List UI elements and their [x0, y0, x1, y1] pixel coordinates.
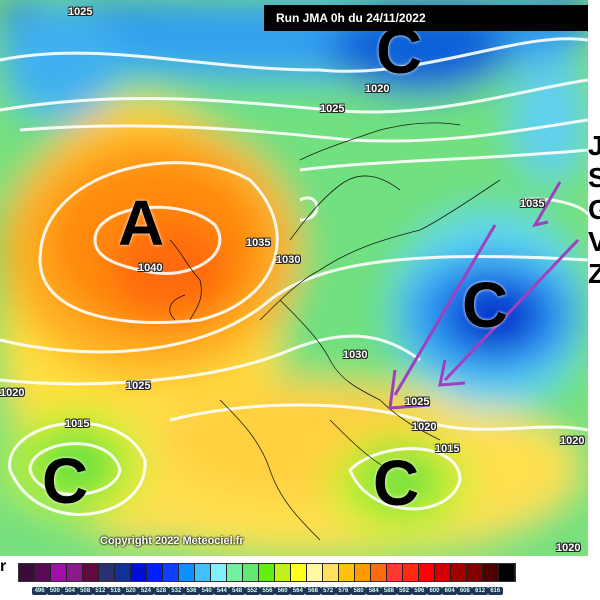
- side-letter: V: [588, 226, 600, 257]
- legend-tick: 576: [335, 587, 351, 595]
- legend-swatch: [67, 564, 83, 581]
- legend-unit-letter: r: [0, 558, 7, 575]
- color-scale-legend: [18, 563, 516, 582]
- side-letter: Z: [588, 258, 600, 289]
- legend-swatch: [403, 564, 419, 581]
- isobar-label: 1020: [0, 387, 25, 399]
- weather-map: A C C C C 1040 1025 1025 1020 1035 1030 …: [0, 0, 588, 556]
- legend-tick: 500: [47, 587, 63, 595]
- isobar-label: 1035: [520, 198, 545, 210]
- isobar-label: 1030: [343, 349, 368, 361]
- pressure-value: 1040: [138, 262, 163, 274]
- legend-tick: 580: [350, 587, 367, 595]
- legend-tick: 548: [229, 587, 245, 595]
- legend-swatch: [451, 564, 467, 581]
- legend-tick: 604: [442, 587, 458, 595]
- legend-tick: 516: [107, 587, 124, 595]
- legend-tick: 596: [411, 587, 427, 595]
- legend-swatch: [387, 564, 403, 581]
- legend-swatch: [227, 564, 243, 581]
- geopotential-field: [0, 0, 588, 556]
- legend-swatch: [307, 564, 323, 581]
- legend-swatch: [419, 564, 435, 581]
- low-pressure-center: C: [42, 445, 89, 517]
- legend-tick: 532: [168, 587, 184, 595]
- legend-swatch: [211, 564, 227, 581]
- legend-tick: 524: [138, 587, 154, 595]
- coastlines: [169, 122, 501, 541]
- cropped-side-text: J S G V Z: [588, 130, 600, 290]
- legend-tick: 584: [366, 587, 382, 595]
- side-letter: G: [588, 194, 600, 225]
- legend-tick: 600: [426, 587, 443, 595]
- copyright-text: Copyright 2022 Meteociel.fr: [100, 535, 244, 547]
- legend-tick: 540: [199, 587, 215, 595]
- run-info-banner: Run JMA 0h du 24/11/2022: [264, 5, 588, 31]
- isobars: [0, 37, 588, 516]
- legend-tick: 612: [472, 587, 488, 595]
- legend-swatch: [19, 564, 35, 581]
- isobar-label: 1025: [320, 103, 345, 115]
- isobar-label: 1035: [246, 237, 271, 249]
- legend-swatch: [275, 564, 291, 581]
- legend-tick: 616: [487, 587, 503, 595]
- legend-swatch: [163, 564, 179, 581]
- isobar-label: 1025: [405, 396, 430, 408]
- legend-swatch: [243, 564, 259, 581]
- isobar-label: 1020: [365, 83, 390, 95]
- legend-tick: 504: [62, 587, 78, 595]
- legend-tick: 592: [396, 587, 412, 595]
- legend-tick: 552: [244, 587, 260, 595]
- legend-swatch: [435, 564, 451, 581]
- isobar-label: 1020: [560, 435, 585, 447]
- legend-tick: 512: [92, 587, 108, 595]
- legend-tick: 588: [381, 587, 397, 595]
- side-letter: S: [588, 162, 600, 193]
- isobar-label: 1020: [556, 542, 581, 554]
- legend-tick: 572: [320, 587, 336, 595]
- color-scale-ticks: 496 500 504 508 512 516 520 524 528 532 536 540 544 5…: [32, 587, 503, 595]
- legend-swatch: [291, 564, 307, 581]
- legend-swatch: [51, 564, 67, 581]
- legend-swatch: [179, 564, 195, 581]
- isobar-label: 1015: [65, 418, 90, 430]
- legend-tick: 508: [77, 587, 93, 595]
- legend-swatch: [467, 564, 483, 581]
- legend-tick: 556: [259, 587, 275, 595]
- legend-tick: 560: [275, 587, 291, 595]
- legend-swatch: [99, 564, 115, 581]
- legend-swatch: [35, 564, 51, 581]
- high-pressure-center: A: [118, 187, 165, 259]
- legend-swatch: [339, 564, 355, 581]
- low-pressure-center: C: [462, 269, 509, 341]
- legend-swatch: [323, 564, 339, 581]
- legend-swatch: [115, 564, 131, 581]
- side-letter: J: [588, 130, 600, 161]
- isobar-label: 1030: [276, 254, 301, 266]
- legend-swatch: [147, 564, 163, 581]
- legend-tick: 564: [290, 587, 306, 595]
- legend-tick: 568: [305, 587, 321, 595]
- legend-swatch: [499, 564, 515, 581]
- legend-tick: 520: [123, 587, 139, 595]
- hand-drawn-arrows: [388, 181, 580, 410]
- isobar-label: 1025: [68, 6, 93, 18]
- legend-tick: 536: [183, 587, 200, 595]
- legend-tick: 528: [153, 587, 169, 595]
- legend-swatch: [259, 564, 275, 581]
- legend-tick: 544: [214, 587, 230, 595]
- legend-tick: 496: [32, 587, 48, 595]
- isobar-label: 1025: [126, 380, 151, 392]
- low-pressure-center: C: [373, 447, 420, 519]
- legend-swatch: [371, 564, 387, 581]
- legend-swatch: [195, 564, 211, 581]
- legend-swatch: [483, 564, 499, 581]
- legend-swatch: [355, 564, 371, 581]
- isobar-label: 1020: [412, 421, 437, 433]
- legend-swatch: [131, 564, 147, 581]
- legend-swatch: [83, 564, 99, 581]
- isobar-label: 1015: [435, 443, 460, 455]
- legend-tick: 608: [457, 587, 473, 595]
